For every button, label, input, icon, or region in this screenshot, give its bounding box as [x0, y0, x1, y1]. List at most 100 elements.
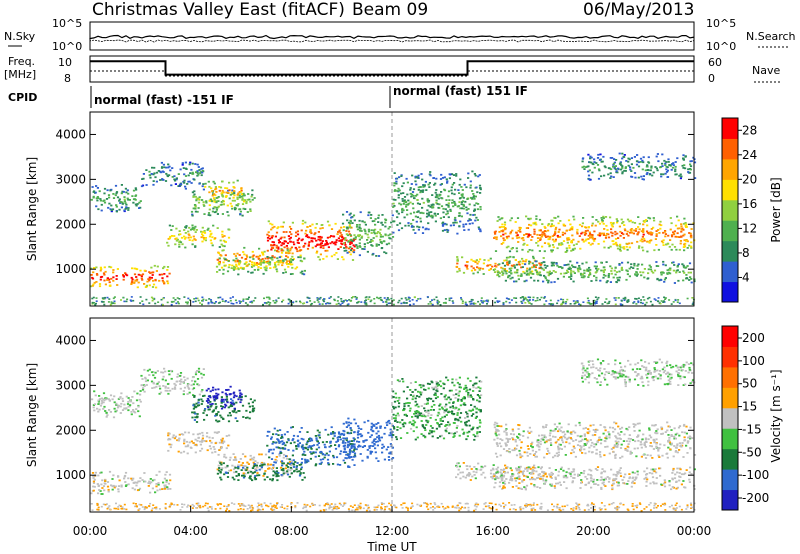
- echo-cell: [587, 276, 590, 278]
- echo-cell: [505, 256, 509, 259]
- ground-scatter-cell: [348, 299, 351, 301]
- echo-cell: [155, 385, 158, 388]
- echo-cell: [361, 459, 364, 462]
- echo-cell: [409, 201, 412, 204]
- echo-cell: [272, 466, 275, 469]
- echo-cell: [167, 434, 170, 437]
- echo-cell: [319, 227, 322, 230]
- echo-cell: [257, 255, 260, 258]
- echo-cell: [430, 204, 433, 206]
- ground-scatter-cell: [329, 296, 332, 298]
- echo-cell: [192, 207, 195, 210]
- ground-scatter-cell: [392, 299, 395, 301]
- freq-panel: Freq. [MHz] 10 8 60 0 Nave: [4, 55, 780, 85]
- echo-cell: [127, 397, 130, 399]
- y-tick-label: 1000: [55, 262, 86, 276]
- echo-cell: [93, 478, 96, 481]
- echo-cell: [647, 156, 650, 159]
- echo-cell: [386, 424, 389, 426]
- ground-scatter-cell: [444, 298, 447, 300]
- echo-cell: [672, 162, 675, 164]
- echo-cell: [469, 184, 472, 187]
- ground-scatter-cell: [649, 300, 652, 303]
- echo-cell: [582, 240, 585, 243]
- echo-cell: [231, 476, 234, 479]
- echo-cell: [640, 238, 643, 241]
- echo-cell: [559, 272, 563, 275]
- echo-cell: [180, 451, 183, 454]
- echo-cell: [220, 400, 223, 402]
- echo-cell: [348, 226, 351, 228]
- echo-cell: [354, 236, 357, 238]
- echo-cell: [239, 191, 242, 193]
- echo-cell: [301, 272, 304, 275]
- echo-cell: [553, 240, 556, 243]
- echo-cell: [459, 412, 463, 414]
- echo-cell: [298, 431, 302, 433]
- echo-cell: [423, 407, 426, 410]
- echo-cell: [247, 193, 250, 195]
- echo-cell: [247, 471, 250, 474]
- echo-cell: [373, 220, 376, 222]
- echo-cell: [117, 485, 121, 487]
- echo-cell: [287, 263, 290, 265]
- echo-cell: [417, 186, 420, 189]
- echo-cell: [134, 279, 137, 282]
- echo-cell: [339, 232, 342, 234]
- echo-cell: [289, 469, 292, 472]
- echo-cell: [187, 236, 190, 239]
- echo-cell: [374, 218, 377, 220]
- echo-cell: [135, 484, 138, 487]
- echo-cell: [127, 209, 130, 211]
- colorbar-swatch: [722, 199, 738, 221]
- echo-cell: [573, 218, 576, 221]
- echo-cell: [414, 180, 417, 183]
- echo-cell: [232, 410, 236, 413]
- ground-scatter-cell: [108, 298, 111, 300]
- echo-cell: [144, 376, 147, 379]
- echo-cell: [571, 264, 574, 267]
- echo-cell: [633, 172, 637, 174]
- echo-cell: [501, 262, 504, 265]
- echo-cell: [92, 196, 95, 199]
- echo-cell: [477, 267, 480, 270]
- echo-cell: [411, 191, 415, 193]
- echo-cell: [404, 413, 408, 416]
- echo-cell: [257, 269, 260, 271]
- echo-cell: [331, 241, 334, 243]
- echo-cell: [444, 425, 447, 427]
- echo-cell: [446, 231, 449, 233]
- echo-cell: [287, 468, 290, 471]
- echo-cell: [274, 471, 277, 474]
- echo-cell: [467, 228, 470, 231]
- ground-scatter-cell: [208, 298, 211, 300]
- echo-cell: [393, 190, 396, 192]
- ground-scatter-cell: [335, 303, 338, 305]
- echo-cell: [472, 214, 475, 216]
- echo-cell: [350, 242, 353, 244]
- ground-scatter-cell: [634, 297, 637, 300]
- echo-cell: [531, 249, 534, 252]
- echo-cell: [638, 245, 641, 248]
- echo-cell: [519, 275, 523, 277]
- echo-cell: [334, 241, 337, 244]
- echo-cell: [472, 413, 475, 415]
- echo-cell: [504, 270, 507, 273]
- echo-cell: [402, 209, 405, 212]
- echo-cell: [630, 242, 634, 245]
- echo-cell: [242, 416, 245, 418]
- ground-scatter-cell: [594, 296, 597, 298]
- power-echo-layer: [90, 152, 697, 306]
- echo-cell: [596, 269, 599, 272]
- echo-cell: [164, 389, 167, 392]
- echo-cell: [426, 421, 429, 424]
- ground-scatter-cell: [482, 300, 485, 303]
- echo-cell: [341, 236, 344, 238]
- echo-cell: [170, 235, 174, 237]
- echo-cell: [92, 480, 95, 483]
- echo-cell: [233, 192, 236, 195]
- echo-cell: [246, 198, 249, 201]
- echo-cell: [188, 239, 191, 241]
- echo-cell: [664, 172, 667, 175]
- echo-cell: [282, 469, 285, 472]
